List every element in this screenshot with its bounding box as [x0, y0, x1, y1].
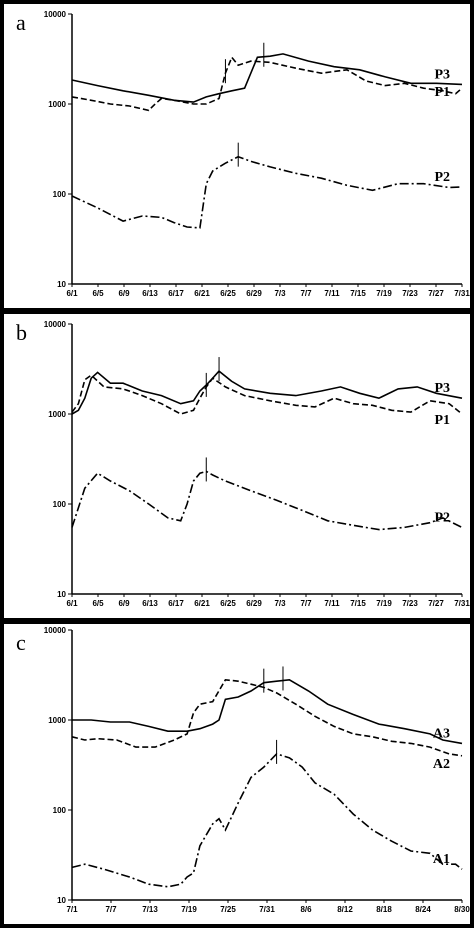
y-tick-label: 10000 [44, 320, 67, 329]
y-tick-label: 10 [57, 896, 66, 905]
series-line-p2 [71, 155, 463, 229]
x-tick-label: 8/30 [454, 905, 470, 914]
y-tick-label: 10000 [44, 626, 67, 635]
chart-panel-b: b 10000 1000 100 106/1 6/5 6/9 6/13 6/17 6/21 6/25… [16, 320, 470, 608]
y-tick-label: 10000 [44, 10, 67, 19]
panel-letter: c [16, 630, 26, 655]
panel-letter: b [16, 320, 27, 345]
series-label-p3: P3 [434, 381, 450, 396]
series-line-p2 [71, 470, 463, 531]
x-tick-label: 6/13 [142, 599, 158, 608]
y-tick-label: 1000 [48, 100, 66, 109]
series-label-p1: P1 [434, 413, 450, 428]
x-tick-label: 6/13 [142, 289, 158, 298]
x-tick-label: 7/31 [259, 905, 275, 914]
series-label-a3: A3 [433, 726, 450, 741]
series-line-a2 [71, 678, 463, 757]
series-label-p3: P3 [434, 67, 450, 82]
x-tick-label: 7/7 [105, 905, 117, 914]
series-line-p1 [71, 55, 463, 112]
x-tick-label: 6/17 [168, 599, 184, 608]
x-tick-label: 6/29 [246, 599, 262, 608]
x-tick-label: 7/27 [428, 599, 444, 608]
x-tick-label: 8/12 [337, 905, 353, 914]
y-tick-label: 10 [57, 280, 66, 289]
x-tick-label: 7/31 [454, 289, 470, 298]
x-tick-label: 8/6 [300, 905, 312, 914]
y-tick-label: 100 [53, 190, 67, 199]
series-label-p2: P2 [434, 170, 450, 185]
x-tick-label: 7/11 [324, 599, 340, 608]
x-tick-label: 7/25 [220, 905, 236, 914]
x-tick-label: 6/25 [220, 289, 236, 298]
x-tick-label: 6/29 [246, 289, 262, 298]
x-tick-label: 7/19 [181, 905, 197, 914]
series-line-p1 [71, 374, 463, 415]
series-label-p1: P1 [434, 85, 450, 100]
x-tick-label: 6/1 [66, 289, 78, 298]
series-label-a1: A1 [433, 852, 450, 867]
x-tick-label: 7/27 [428, 289, 444, 298]
chart-panel-a: a 10000 1000 100 106/1 6/5 6/9 6/13 6/17 6/21 6/25… [16, 10, 470, 298]
x-tick-label: 6/25 [220, 599, 236, 608]
x-tick-label: 7/19 [376, 289, 392, 298]
panel-b: b 10000 1000 100 10 6/1 6/5 6/9 6/13 6/17 6/21 6/25… [4, 314, 470, 618]
x-tick-label: 7/19 [376, 599, 392, 608]
x-tick-label: 8/24 [415, 905, 431, 914]
x-tick-label: 7/1 [66, 905, 78, 914]
y-tick-label: 1000 [48, 410, 66, 419]
y-tick-label: 10 [57, 590, 66, 599]
x-tick-label: 7/3 [274, 599, 286, 608]
y-tick-label: 100 [53, 500, 67, 509]
x-tick-label: 7/3 [274, 289, 286, 298]
x-tick-label: 7/15 [350, 599, 366, 608]
x-tick-label: 7/23 [402, 289, 418, 298]
x-tick-label: 7/7 [300, 289, 312, 298]
x-tick-label: 7/11 [324, 289, 340, 298]
panel-letter: a [16, 10, 26, 35]
x-tick-label: 6/9 [118, 599, 130, 608]
x-tick-label: 7/15 [350, 289, 366, 298]
x-tick-label: 7/23 [402, 599, 418, 608]
panel-a: a 10000 1000 100 10 6/1 6/5 6/9 6/13 6/17 6/21 6/25… [4, 4, 470, 308]
x-tick-label: 6/21 [194, 289, 210, 298]
x-tick-label: 7/13 [142, 905, 158, 914]
x-tick-label: 6/17 [168, 289, 184, 298]
x-tick-label: 6/9 [118, 289, 130, 298]
y-tick-label: 1000 [48, 716, 66, 725]
x-tick-label: 8/18 [376, 905, 392, 914]
chart-panel-c: c 10000 1000 100 107/1 7/7 7/13 7/19 7/25 7/31 8/6… [16, 626, 470, 914]
x-tick-label: 7/7 [300, 599, 312, 608]
series-line-a3 [72, 678, 463, 745]
panel-c: c 10000 1000 100 10 7/1 7/7 7/13 7/19 7/25 7/31 8/6… [4, 624, 470, 924]
series-label-a2: A2 [433, 757, 450, 772]
x-tick-label: 6/5 [92, 289, 104, 298]
series-line-a1 [71, 752, 463, 888]
x-tick-label: 6/21 [194, 599, 210, 608]
series-line-p3 [71, 369, 463, 415]
series-line-p3 [71, 53, 463, 103]
y-tick-label: 100 [53, 806, 67, 815]
x-tick-label: 6/5 [92, 599, 104, 608]
series-label-p2: P2 [434, 510, 450, 525]
x-tick-label: 6/1 [66, 599, 78, 608]
x-tick-label: 7/31 [454, 599, 470, 608]
